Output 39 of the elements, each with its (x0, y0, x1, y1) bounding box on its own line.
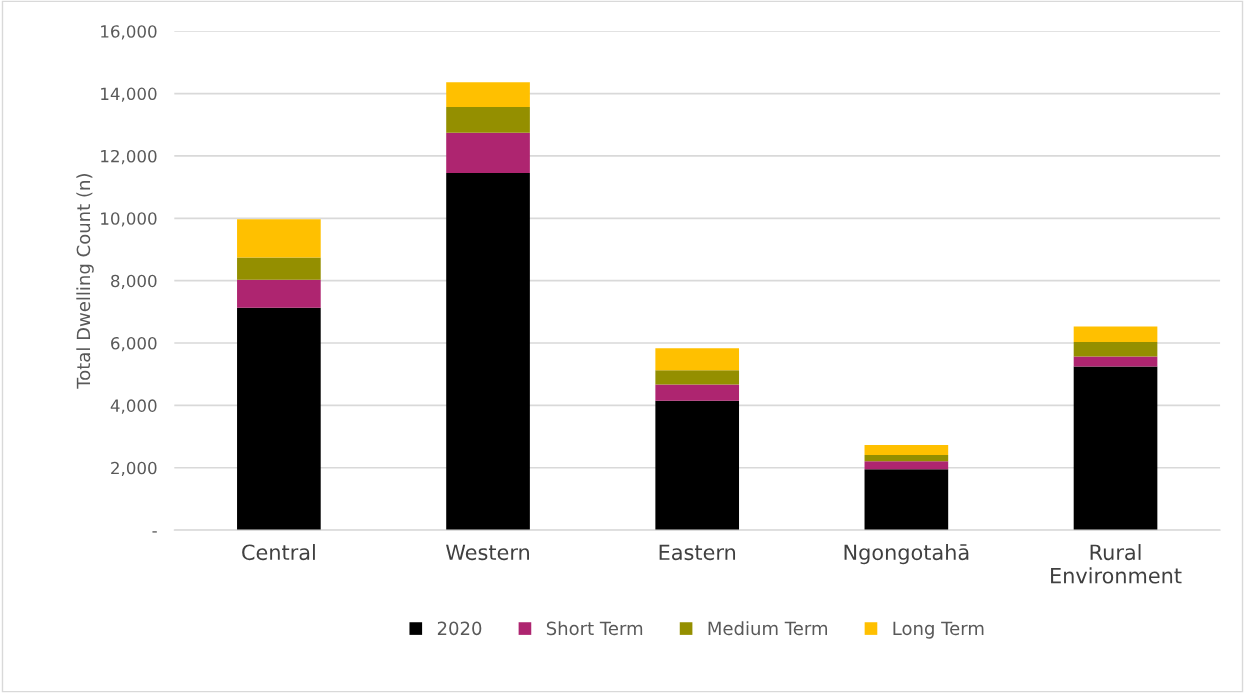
bar (237, 257, 321, 280)
bar (864, 469, 949, 531)
bar (864, 445, 949, 455)
y-tick-label: 2,000 (111, 461, 157, 477)
y-tick-label: 10,000 (101, 212, 157, 227)
bar (1073, 356, 1158, 367)
y-tick-label: 8,000 (111, 274, 157, 289)
y-axis-title: Total Dwelling Count (n) (76, 174, 94, 389)
y-tick-label: - (152, 531, 157, 533)
bar (1073, 326, 1158, 343)
x-tick-label: Central (242, 544, 315, 561)
bar (655, 348, 740, 371)
bar (655, 370, 740, 385)
y-tick-label: 6,000 (111, 337, 157, 352)
bar (864, 461, 949, 470)
legend-label: Medium Term (708, 621, 828, 636)
bar (446, 82, 530, 107)
bar (237, 279, 321, 308)
y-tick-label: 4,000 (110, 399, 157, 414)
x-tick-label: Rural Environment (1051, 544, 1182, 584)
bar (655, 400, 740, 531)
legend-label: Long Term (893, 621, 984, 639)
x-tick-label: Western (446, 544, 529, 561)
y-tick-label: 16,000 (101, 25, 157, 40)
y-tick-label: 12,000 (101, 149, 157, 165)
legend-label: Short Term (546, 621, 643, 636)
bar (237, 219, 321, 258)
bar (655, 384, 740, 401)
y-tick-label: 14,000 (101, 87, 157, 102)
bar (1073, 366, 1158, 531)
bar (446, 106, 530, 133)
bar (1073, 342, 1158, 357)
bar (237, 307, 321, 531)
x-tick-label: Ngongotahā (844, 544, 969, 565)
legend-label: 2020 (437, 621, 482, 636)
bar (446, 132, 530, 174)
bar (864, 454, 949, 462)
bar (446, 173, 530, 531)
x-tick-label: Eastern (659, 544, 736, 561)
